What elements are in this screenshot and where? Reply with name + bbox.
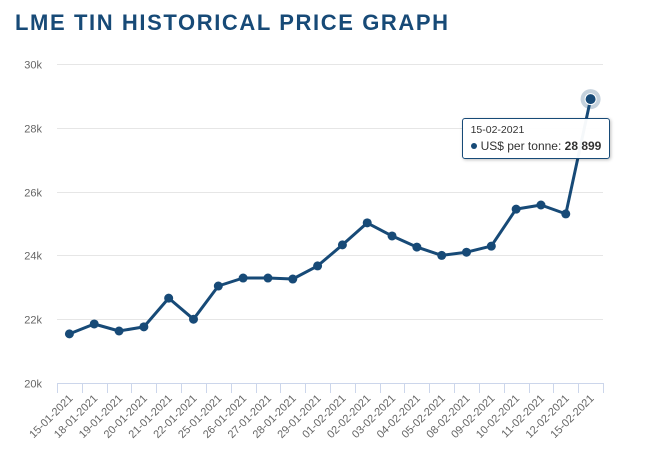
data-point[interactable]: [387, 231, 397, 241]
tooltip-series-label: US$ per tonne:: [480, 139, 565, 154]
data-point[interactable]: [584, 93, 597, 106]
tooltip-date: 15-02-2021: [470, 124, 525, 137]
data-point[interactable]: [313, 261, 323, 271]
data-point[interactable]: [64, 329, 74, 339]
data-point[interactable]: [337, 240, 347, 250]
data-point[interactable]: [89, 319, 99, 329]
y-tick-label: 28k: [24, 124, 42, 136]
chart-title: LME TIN HISTORICAL PRICE GRAPH: [15, 10, 450, 35]
y-tick-label: 26k: [24, 188, 42, 200]
data-point[interactable]: [362, 218, 372, 228]
series-marker-icon: [470, 142, 477, 149]
data-point[interactable]: [288, 274, 298, 284]
x-axis: 15-01-202118-01-202119-01-202120-01-2021…: [27, 383, 604, 441]
data-point[interactable]: [263, 273, 273, 283]
y-tick-label: 24k: [24, 251, 42, 263]
tooltip-row: US$ per tonne: 28 899: [470, 139, 602, 154]
data-point[interactable]: [412, 242, 422, 252]
data-point[interactable]: [462, 247, 471, 257]
y-axis: 20k 22k 24k 26k 28k 30k: [24, 60, 42, 391]
data-point[interactable]: [511, 204, 521, 214]
data-point[interactable]: [561, 209, 571, 219]
data-point[interactable]: [189, 314, 198, 324]
data-tooltip: 15-02-2021 US$ per tonne: 28 899: [461, 118, 611, 160]
tooltip-value: 28 899: [564, 139, 602, 154]
data-point[interactable]: [213, 281, 223, 291]
grid-lines: [57, 64, 603, 320]
data-point[interactable]: [238, 273, 248, 283]
data-point[interactable]: [536, 200, 546, 210]
data-point[interactable]: [139, 322, 149, 332]
series-us-per-tonne: [64, 89, 601, 339]
y-tick-label: 22k: [24, 315, 42, 327]
data-point[interactable]: [114, 326, 124, 336]
series-line: [67, 97, 593, 336]
data-point[interactable]: [164, 293, 174, 303]
y-tick-label: 30k: [24, 60, 42, 72]
data-point[interactable]: [486, 241, 496, 251]
y-tick-label: 20k: [24, 379, 42, 391]
data-point[interactable]: [437, 250, 447, 260]
